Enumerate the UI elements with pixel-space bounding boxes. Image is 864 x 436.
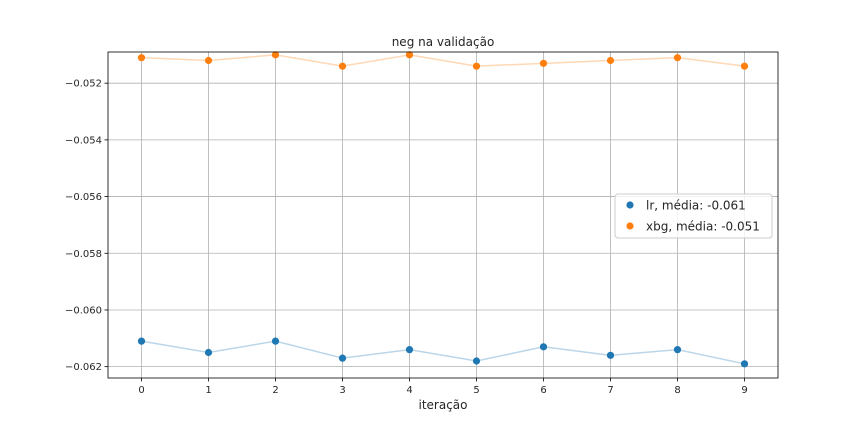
data-point-1	[472, 62, 481, 70]
data-point-1	[338, 62, 347, 70]
data-point-1	[137, 54, 146, 62]
y-tick-label: −0.058	[65, 249, 102, 260]
data-point-1	[673, 54, 682, 62]
legend-marker	[626, 201, 634, 209]
data-point-1	[271, 51, 280, 59]
data-point-0	[271, 337, 280, 345]
x-tick-label: 0	[138, 385, 144, 396]
y-tick-label: −0.062	[65, 362, 102, 373]
data-point-1	[740, 62, 749, 70]
x-tick-label: 4	[406, 385, 412, 396]
x-tick-label: 6	[540, 385, 546, 396]
data-point-1	[204, 56, 213, 65]
ticks-layer: 0 1 2 3 4 5 6 7 8 9 −0.052 −0.054 −0.056 −0.058 −0.060…	[65, 79, 748, 396]
x-axis-label: iteração	[418, 398, 467, 412]
data-point-1	[405, 51, 414, 59]
legend-label: xbg, média: -0.051	[646, 220, 760, 234]
x-tick-label: 9	[741, 385, 747, 396]
plot-frame	[107, 51, 779, 379]
data-point-0	[137, 337, 146, 345]
series-line-1	[141, 54, 745, 67]
chart-title: neg na validação	[392, 35, 495, 49]
data-point-0	[673, 346, 682, 354]
series-line-0	[141, 340, 745, 365]
data-point-1	[606, 56, 615, 65]
x-tick-label: 1	[205, 385, 211, 396]
y-tick-label: −0.056	[65, 192, 102, 203]
series-layer	[137, 51, 749, 368]
legend-label: lr, média: -0.061	[646, 199, 746, 213]
y-tick-label: −0.052	[65, 79, 102, 90]
data-point-0	[539, 343, 548, 351]
x-tick-label: 2	[272, 385, 278, 396]
x-tick-label: 3	[339, 385, 345, 396]
legend-marker	[626, 222, 634, 230]
data-point-0	[338, 354, 347, 362]
data-point-0	[405, 346, 414, 354]
data-point-1	[539, 59, 548, 67]
data-point-0	[740, 360, 749, 368]
legend-box	[614, 193, 773, 239]
legend: lr, média: -0.061 xbg, média: -0.051	[614, 193, 773, 239]
x-tick-label: 7	[607, 385, 613, 396]
x-tick-label: 5	[473, 385, 479, 396]
y-tick-label: −0.054	[65, 135, 102, 146]
y-tick-label: −0.060	[65, 305, 102, 316]
data-point-0	[606, 351, 615, 359]
data-point-0	[204, 348, 213, 357]
x-tick-label: 8	[674, 385, 680, 396]
data-point-0	[472, 357, 481, 365]
